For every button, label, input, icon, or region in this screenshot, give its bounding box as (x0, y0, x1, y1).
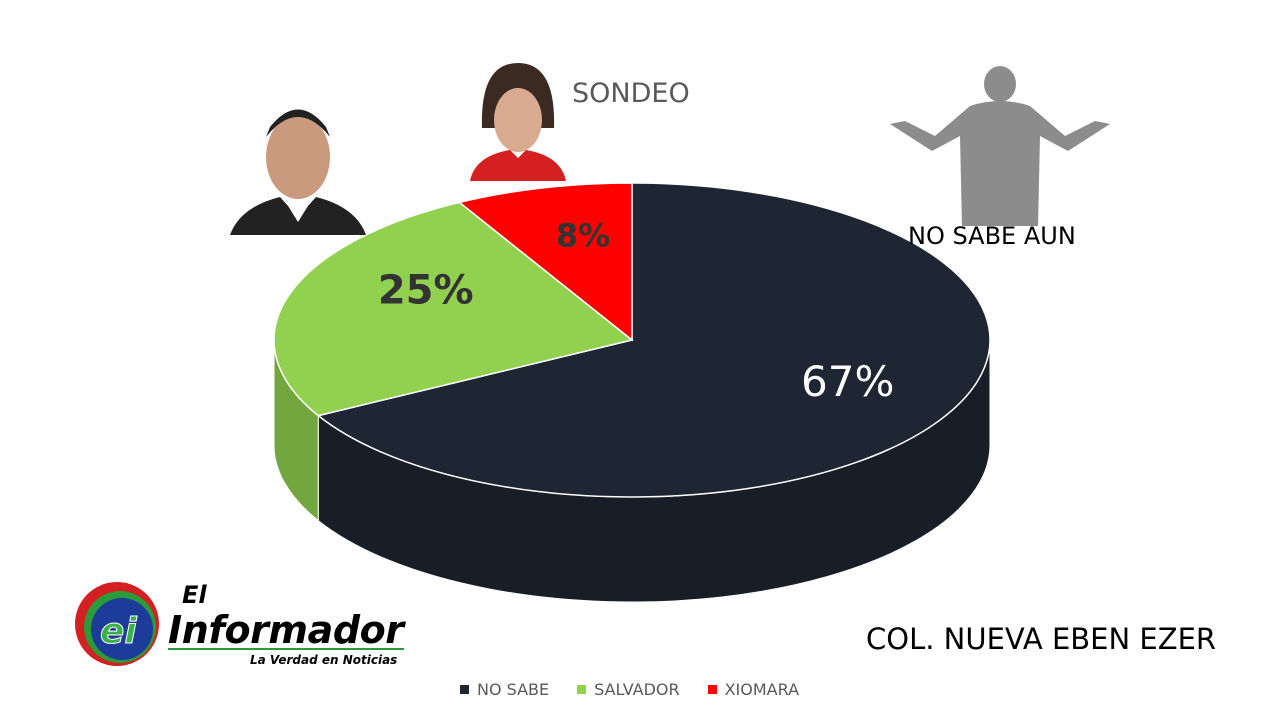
el-informador-logo: ei El Informador La Verdad en Noticias (72, 575, 412, 672)
legend-item: XIOMARA (707, 680, 800, 699)
shrug-silhouette (890, 66, 1112, 226)
candidate-photo-xiomara (470, 58, 566, 181)
svg-text:La Verdad en Noticias: La Verdad en Noticias (250, 653, 397, 667)
legend-swatch (460, 685, 469, 694)
legend-label: XIOMARA (724, 680, 800, 699)
legend-label: NO SABE (477, 680, 550, 699)
svg-text:ei: ei (100, 611, 137, 652)
data-label-no-sabe: 67% (801, 357, 894, 406)
legend-label: SALVADOR (594, 680, 680, 699)
svg-text:Informador: Informador (168, 608, 406, 652)
no-sabe-caption: NO SABE AUN (908, 222, 1076, 250)
data-label-xiomara: 8% (556, 216, 610, 254)
chart-title: SONDEO (572, 78, 690, 109)
pie-slice-salvador (273, 201, 634, 417)
data-label-salvador: 25% (378, 268, 474, 314)
legend-item: NO SABE (460, 680, 549, 699)
location-label: COL. NUEVA EBEN EZER (866, 622, 1217, 656)
pie-slice-no-sabe (316, 182, 991, 498)
candidate-photo-salvador (230, 97, 366, 235)
svg-text:El: El (182, 581, 207, 609)
legend: NO SABE SALVADOR XIOMARA (460, 680, 799, 699)
legend-item: SALVADOR (577, 680, 680, 699)
legend-swatch (707, 685, 717, 694)
legend-swatch (577, 685, 587, 694)
pie-slice-xiomara (457, 182, 633, 342)
